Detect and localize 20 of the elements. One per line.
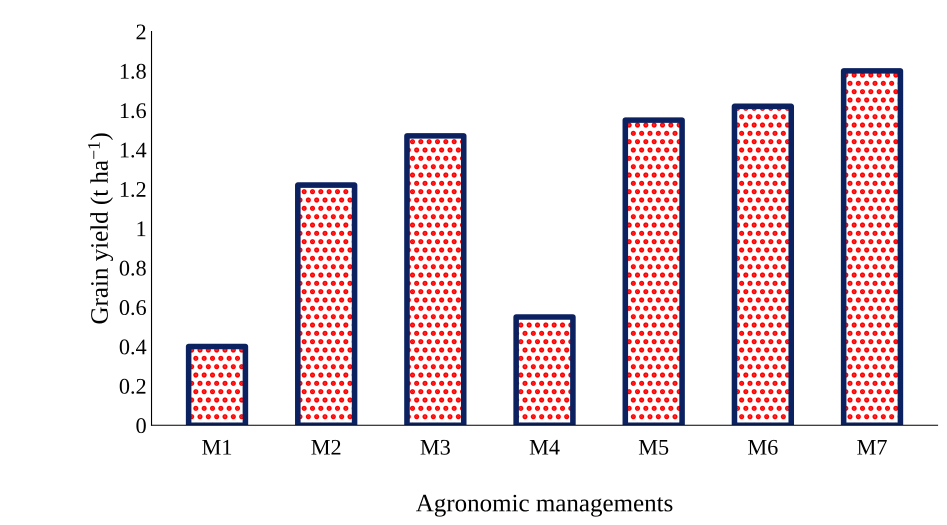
y-tick-label: 1.8 <box>120 64 146 79</box>
x-tick-label: M5 <box>638 440 668 455</box>
x-axis-title: Agronomic managements <box>416 494 672 517</box>
y-tick-label: 1.4 <box>120 142 146 158</box>
y-tick-label: 0.6 <box>120 300 146 316</box>
y-axis-title: Grain yield (t ha$^{−1}$) <box>88 133 114 324</box>
x-tick-label: M6 <box>748 440 778 455</box>
x-tick-label: M3 <box>420 440 450 455</box>
x-tick-label: M4 <box>530 440 560 455</box>
x-tick-label: M2 <box>311 440 340 455</box>
y-tick-label: 1.6 <box>120 103 146 118</box>
y-tick-label: 0.8 <box>120 260 146 276</box>
y-tick-label: 0.4 <box>120 339 146 355</box>
y-tick-label: 2 <box>136 24 146 40</box>
y-tick-label: 1 <box>138 221 146 236</box>
y-tick-label: 0 <box>136 418 146 434</box>
y-tick-label: 1.2 <box>120 182 146 198</box>
x-tick-label: M7 <box>857 440 887 455</box>
x-tick-label: M1 <box>202 440 232 455</box>
y-tick-label: 0.2 <box>120 378 146 394</box>
